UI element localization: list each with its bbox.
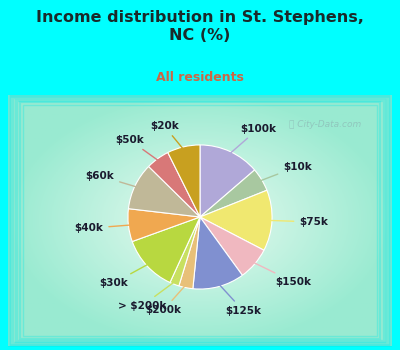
Text: > $200k: > $200k [118,283,174,311]
Wedge shape [128,209,200,242]
Text: $30k: $30k [100,265,147,288]
Text: $60k: $60k [86,171,136,187]
Wedge shape [200,217,264,275]
Text: $100k: $100k [231,124,276,153]
Wedge shape [200,190,272,250]
Wedge shape [200,145,255,217]
Wedge shape [149,153,200,217]
Wedge shape [132,217,200,282]
Text: All residents: All residents [156,71,244,84]
Wedge shape [170,217,200,286]
Text: $150k: $150k [254,263,311,287]
Wedge shape [200,170,267,217]
Wedge shape [193,217,242,289]
Text: ⓘ City-Data.com: ⓘ City-Data.com [289,120,361,129]
Text: $40k: $40k [74,223,129,233]
Wedge shape [168,145,200,217]
Text: $75k: $75k [271,217,328,227]
Text: $10k: $10k [261,161,312,181]
Text: $125k: $125k [220,285,262,316]
Wedge shape [179,217,200,289]
Text: $200k: $200k [145,286,185,315]
Wedge shape [128,167,200,217]
Text: Income distribution in St. Stephens,
NC (%): Income distribution in St. Stephens, NC … [36,10,364,43]
Text: $50k: $50k [115,135,158,160]
Text: $20k: $20k [150,121,182,148]
